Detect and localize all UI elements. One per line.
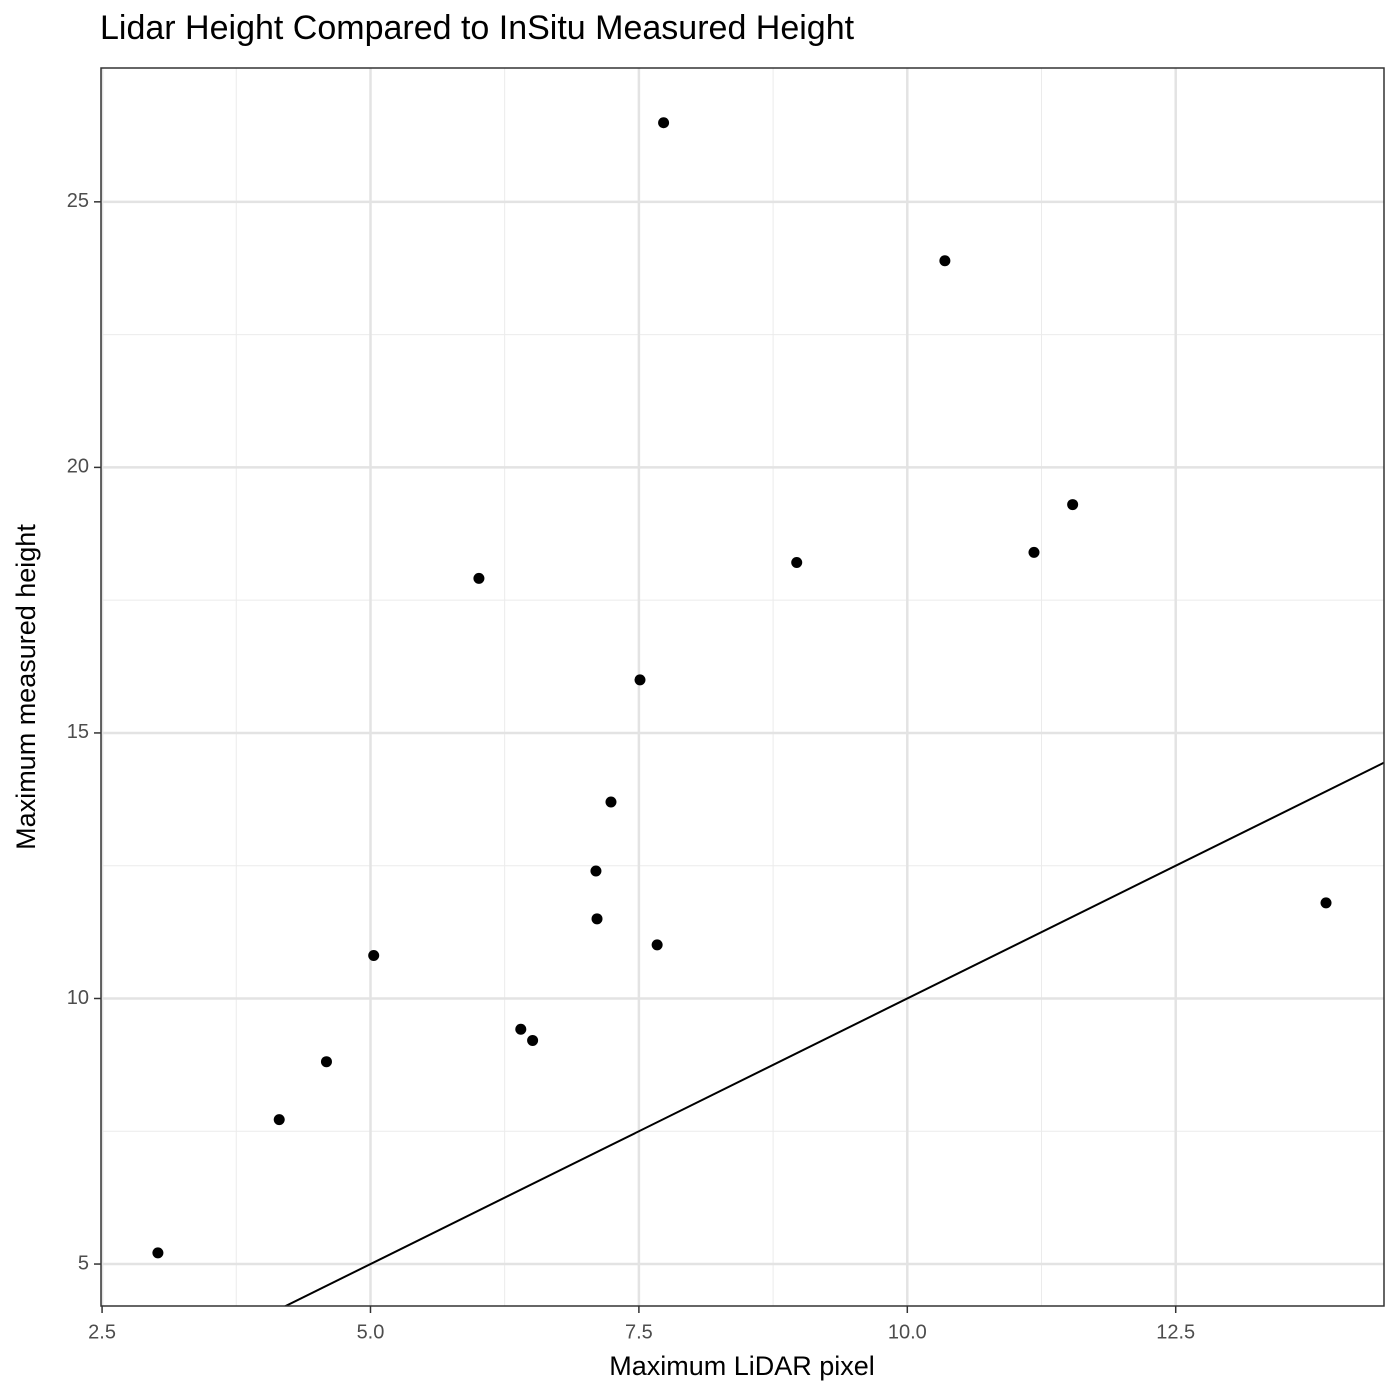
point bbox=[320, 1056, 332, 1068]
x-tick-label: 5.0 bbox=[357, 1321, 385, 1343]
chart-title: Lidar Height Compared to InSitu Measured… bbox=[100, 9, 855, 47]
point bbox=[515, 1023, 527, 1035]
point bbox=[527, 1034, 539, 1046]
x-tick-label: 12.5 bbox=[1156, 1321, 1195, 1343]
y-tick-label: 10 bbox=[67, 987, 89, 1009]
point bbox=[658, 117, 670, 129]
point bbox=[473, 572, 485, 584]
point bbox=[1320, 897, 1332, 909]
y-tick-label: 5 bbox=[78, 1252, 89, 1274]
y-tick-label: 15 bbox=[67, 721, 89, 743]
x-tick-label: 7.5 bbox=[625, 1321, 653, 1343]
point bbox=[651, 939, 663, 951]
y-tick-label: 20 bbox=[67, 456, 89, 478]
reference-line bbox=[283, 761, 1384, 1306]
x-axis-title: Maximum LiDAR pixel bbox=[609, 1351, 875, 1381]
point bbox=[590, 865, 602, 877]
point bbox=[791, 556, 803, 568]
point bbox=[605, 796, 617, 808]
point bbox=[368, 949, 380, 961]
point bbox=[1028, 546, 1040, 558]
plot-border bbox=[100, 67, 1385, 1307]
point bbox=[591, 913, 603, 925]
y-axis-title: Maximum measured height bbox=[11, 524, 41, 850]
x-tick-label: 2.5 bbox=[88, 1321, 116, 1343]
point bbox=[1067, 499, 1079, 511]
point bbox=[152, 1247, 164, 1259]
point bbox=[273, 1114, 285, 1126]
x-tick-label: 10.0 bbox=[888, 1321, 927, 1343]
y-tick-label: 25 bbox=[67, 190, 89, 212]
point bbox=[939, 255, 951, 267]
point bbox=[634, 674, 646, 686]
